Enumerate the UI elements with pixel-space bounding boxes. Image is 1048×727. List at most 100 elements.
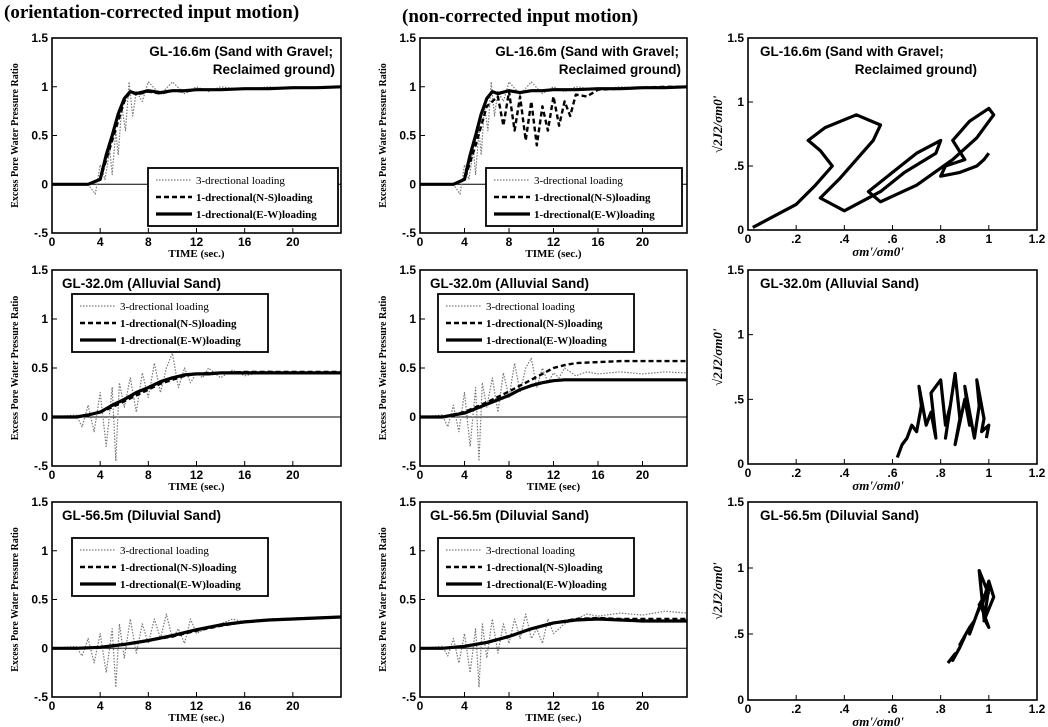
header-orientation-corrected: (orientation-corrected input motion) [4,2,300,23]
header-non-corrected: (non-corrected input motion) [402,6,639,27]
y-tick-label: 0.5 [399,593,416,607]
legend-label: 1-drectional(N-S)loading [486,318,603,330]
panel-title-line1: GL-56.5m (Diluvial Sand) [62,508,221,523]
y-tick-label: 1 [737,328,744,342]
x-tick-label: 1.2 [1029,232,1046,246]
series-line-three_dir [420,81,688,195]
legend-box [71,537,269,597]
y-tick-label: -.5 [402,459,416,473]
y-tick-label: 1 [737,561,744,575]
panel-title-line1: GL-16.6m (Sand with Gravel; [495,44,679,59]
chart-path-16.6: 0 .2 .4 .6 .8 1 1.2 0 .5 1 1.5 GL-16.6m (Sand with … [710,31,1046,259]
x-tick-label: 0 [745,702,752,716]
x-tick-label: 16 [591,235,605,249]
chart-epwpr-32.0-corrected: 0 4 8 12 16 20-.500.511.5GL-32.0m (Alluvial S… [10,263,342,493]
y-tick-label: 1 [409,544,416,558]
plot-frame [747,269,1038,465]
chart-path-32.0: 0 .2 .4 .6 .8 1 1.2 0 .5 1 1.5 GL-32.0m (Alluvial S… [710,263,1046,493]
chart-path-56.5: 0 .2 .4 .6 .8 1 1.2 0 .5 1 1.5 GL-56.5m (Diluvial S… [710,495,1046,727]
y-tick-label: 1 [409,80,416,94]
x-tick-label: 16 [238,468,252,482]
y-tick-label: 1.5 [399,495,416,509]
y-axis-label: √2J2/σm0' [710,328,725,386]
y-tick-label: -.5 [402,690,416,704]
y-tick-label: 1 [737,95,744,109]
x-tick-label: .2 [791,466,801,480]
x-tick-label: 1.2 [1029,466,1046,480]
y-tick-label: -.5 [402,226,416,240]
x-tick-label: 1 [985,702,992,716]
legend-label: 1-drectional(E-W)loading [486,335,607,347]
y-tick-label: 0.5 [31,129,48,143]
x-tick-label: .8 [936,466,946,480]
y-tick-label: 0 [41,177,48,191]
x-tick-label: .4 [839,466,849,480]
y-tick-label: 0 [41,410,48,424]
series-line-ew [52,85,342,186]
y-tick-label: 1 [409,312,416,326]
y-tick-label: 0 [409,641,416,655]
x-tick-label: 16 [591,468,605,482]
y-tick-label: -.5 [34,226,48,240]
x-tick-label: 12 [190,699,204,713]
x-axis-label: TIME (sec.) [168,712,225,724]
x-tick-label: 8 [145,235,152,249]
x-tick-label: 12 [547,468,561,482]
x-tick-label: 16 [238,699,252,713]
series-line-three_dir [51,352,342,462]
series-line-ew [420,85,688,186]
panel-title-line2: Reclaimed ground) [559,62,681,77]
x-tick-label: 0 [49,235,56,249]
legend-box [147,167,339,227]
x-tick-label: .8 [936,702,946,716]
y-tick-label: 1.5 [727,495,744,509]
legend-label: 1-drectional(E-W)loading [486,579,607,591]
legend-label: 1-drectional(E-W)loading [120,579,241,591]
y-tick-label: 1.5 [727,31,744,45]
y-tick-label: 0 [409,177,416,191]
legend-label: 3-drectional loading [486,545,575,557]
x-tick-label: 0 [417,468,424,482]
x-axis-label: σm'/σm0' [852,478,904,493]
y-tick-label: 0.5 [31,361,48,375]
y-tick-label: -.5 [34,690,48,704]
panel-title-line1: GL-16.6m (Sand with Gravel; [760,44,944,59]
y-axis-label: Excess Pore Water Pressure Ratio [378,63,389,208]
panel-title-line1: GL-32.0m (Alluvial Sand) [62,276,221,291]
panel-title-line2: Reclaimed ground) [213,62,335,77]
y-axis-label: √2J2/σm0' [710,95,725,153]
x-tick-label: 8 [145,699,152,713]
x-tick-label: 4 [97,468,104,482]
x-tick-label: 20 [636,468,650,482]
series-line-ew [52,371,341,419]
y-tick-label: 0.5 [399,129,416,143]
legend-label: 3-drectional loading [120,545,209,557]
y-tick-label: .5 [734,627,744,641]
x-tick-label: .8 [936,232,946,246]
series-line-three_dir [419,357,688,462]
x-tick-label: .2 [791,232,801,246]
panel-title-line1: GL-16.6m (Sand with Gravel; [149,44,333,59]
series-line-ew [946,568,996,664]
legend-label: 3-drectional loading [196,175,285,187]
x-tick-label: 8 [145,468,152,482]
series-line-ns [420,85,687,186]
x-axis-label: TIME (sec.) [525,712,582,724]
x-tick-label: 4 [461,468,468,482]
y-tick-label: 1.5 [31,495,48,509]
x-tick-label: 20 [636,235,650,249]
legend-label: 1-drectional(N-S)loading [486,562,603,574]
x-tick-label: 0 [49,468,56,482]
y-axis-label: Excess Pore Water Pressure Ratio [378,296,389,441]
y-tick-label: 1 [41,312,48,326]
legend-label: 3-drectional loading [486,301,575,313]
x-tick-label: 20 [286,235,300,249]
x-tick-label: 1 [985,466,992,480]
legend-label: 1-drectional(N-S)loading [120,318,237,330]
series-line-ew [52,615,342,650]
y-tick-label: 1 [41,544,48,558]
series-line-three_dir [51,613,342,688]
chart-epwpr-16.6-noncorrected: 0 4 8 12 16 20-.500.511.5GL-16.6m (Sand with … [378,31,688,260]
x-tick-label: .6 [887,702,897,716]
